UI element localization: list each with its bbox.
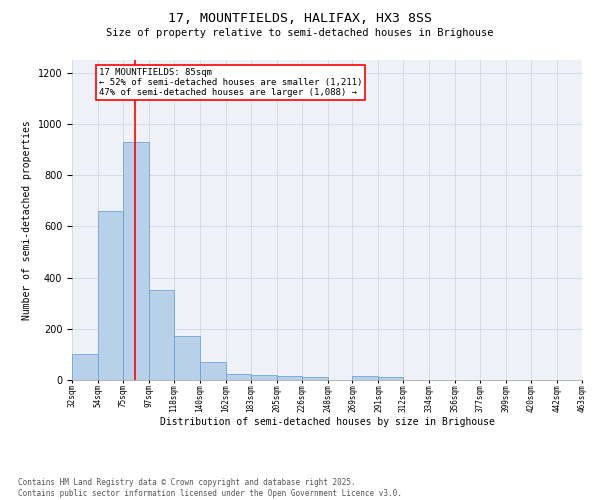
Bar xyxy=(72,354,98,380)
Bar xyxy=(277,376,302,380)
Bar xyxy=(123,142,149,380)
Bar xyxy=(352,376,379,380)
Bar xyxy=(174,336,200,380)
Bar xyxy=(251,375,277,380)
Bar xyxy=(200,362,226,380)
Bar xyxy=(226,374,251,380)
X-axis label: Distribution of semi-detached houses by size in Brighouse: Distribution of semi-detached houses by … xyxy=(160,418,494,428)
Bar xyxy=(302,378,328,380)
Y-axis label: Number of semi-detached properties: Number of semi-detached properties xyxy=(22,120,32,320)
Text: Size of property relative to semi-detached houses in Brighouse: Size of property relative to semi-detach… xyxy=(106,28,494,38)
Bar xyxy=(149,290,174,380)
Text: 17 MOUNTFIELDS: 85sqm
← 52% of semi-detached houses are smaller (1,211)
47% of s: 17 MOUNTFIELDS: 85sqm ← 52% of semi-deta… xyxy=(98,68,362,98)
Bar xyxy=(98,211,123,380)
Text: 17, MOUNTFIELDS, HALIFAX, HX3 8SS: 17, MOUNTFIELDS, HALIFAX, HX3 8SS xyxy=(168,12,432,26)
Text: Contains HM Land Registry data © Crown copyright and database right 2025.
Contai: Contains HM Land Registry data © Crown c… xyxy=(18,478,402,498)
Bar xyxy=(379,378,403,380)
